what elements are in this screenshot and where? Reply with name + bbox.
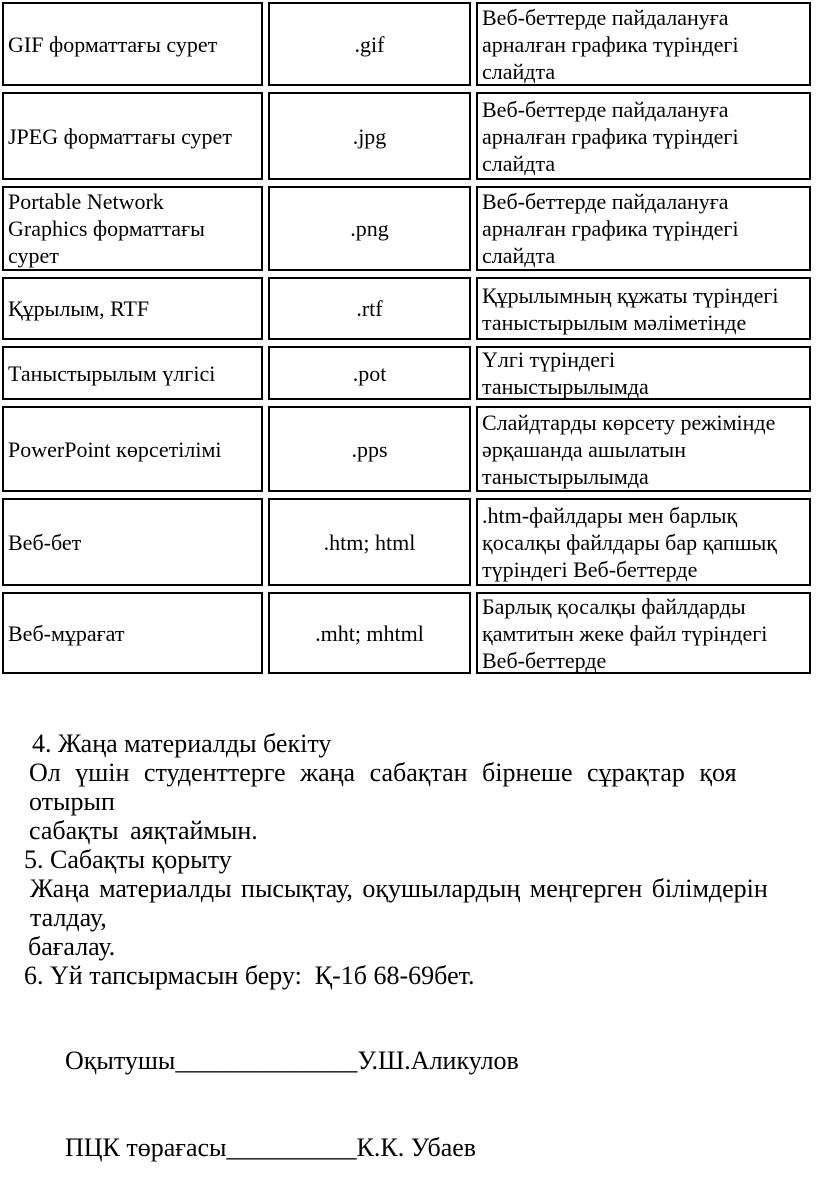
teacher-signature-name: У.Ш.Аликулов bbox=[357, 1046, 519, 1075]
lesson-plan-text: 4. Жаңа материалды бекіту Ол үшін студен… bbox=[24, 729, 816, 1191]
extension-cell: .pps bbox=[268, 406, 471, 492]
extension-cell: .jpg bbox=[268, 92, 471, 180]
chairman-signature-line: __________ bbox=[226, 1133, 357, 1162]
item4-paragraph-line1: Ол үшін студенттерге жаңа сабақтан бірне… bbox=[29, 758, 752, 816]
file-formats-table: GIF форматтағы сурет .gif Веб-беттерде п… bbox=[2, 2, 811, 674]
description-cell: Веб-беттерде пайдалануға арналған график… bbox=[476, 186, 811, 271]
description-cell: Үлгі түріндегі таныстырылымда bbox=[476, 346, 811, 400]
extension-cell: .mht; mhtml bbox=[268, 592, 471, 674]
signature-block: Оқытушы______________У.Ш.Аликулов ПЦК тө… bbox=[26, 1017, 816, 1191]
item5-title: 5. Сабақты қорыту bbox=[24, 845, 232, 874]
description-cell: .htm-файлдары мен барлық қосалқы файлдар… bbox=[476, 498, 811, 586]
extension-cell: .gif bbox=[268, 2, 471, 86]
description-cell: Слайдтарды көрсету режімінде әрқашанда а… bbox=[476, 406, 811, 492]
extension-cell: .pot bbox=[268, 346, 471, 400]
format-name-cell: GIF форматтағы сурет bbox=[2, 2, 263, 86]
format-name-cell: JPEG форматтағы сурет bbox=[2, 92, 263, 180]
extension-cell: .htm; html bbox=[268, 498, 471, 586]
item6-title: 6. Үй тапсырмасын беру: Қ-1б 68-69бет. bbox=[24, 961, 475, 990]
teacher-signature-label: Оқытушы bbox=[65, 1046, 176, 1075]
format-name-cell: Portable Network Graphics форматтағы сур… bbox=[2, 186, 263, 271]
chairman-signature-name: К.К. Убаев bbox=[356, 1133, 477, 1162]
teacher-signature-line: ______________ bbox=[175, 1046, 358, 1075]
chairman-signature-label: ПЦК төрағасы bbox=[65, 1133, 227, 1162]
item5-paragraph-line1: Жаңа материалды пысықтау, оқушылардың ме… bbox=[30, 874, 778, 932]
format-name-cell: PowerPoint көрсетілімі bbox=[2, 406, 263, 492]
format-name-cell: Құрылым, RTF bbox=[2, 277, 263, 340]
teacher-signature-row: Оқытушы______________У.Ш.Аликулов bbox=[26, 1017, 816, 1104]
chairman-signature-row: ПЦК төрағасы__________К.К. Убаев bbox=[26, 1104, 816, 1191]
item5-paragraph-line2: бағалау. bbox=[28, 932, 116, 961]
description-cell: Құрылымның құжаты түріндегі таныстырылым… bbox=[476, 277, 811, 340]
extension-cell: .rtf bbox=[268, 277, 471, 340]
format-name-cell: Таныстырылым үлгісі bbox=[2, 346, 263, 400]
format-name-cell: Веб-бет bbox=[2, 498, 263, 586]
extension-cell: .png bbox=[268, 186, 471, 271]
description-cell: Веб-беттерде пайдалануға арналған график… bbox=[476, 92, 811, 180]
description-cell: Веб-беттерде пайдалануға арналған график… bbox=[476, 2, 811, 86]
format-name-cell: Веб-мұрағат bbox=[2, 592, 263, 674]
description-cell: Барлық қосалқы файлдарды қамтитын жеке ф… bbox=[476, 592, 811, 674]
item4-title: 4. Жаңа материалды бекіту bbox=[32, 729, 332, 758]
item4-paragraph-line2: сабақты аяқтаймын. bbox=[29, 816, 258, 845]
